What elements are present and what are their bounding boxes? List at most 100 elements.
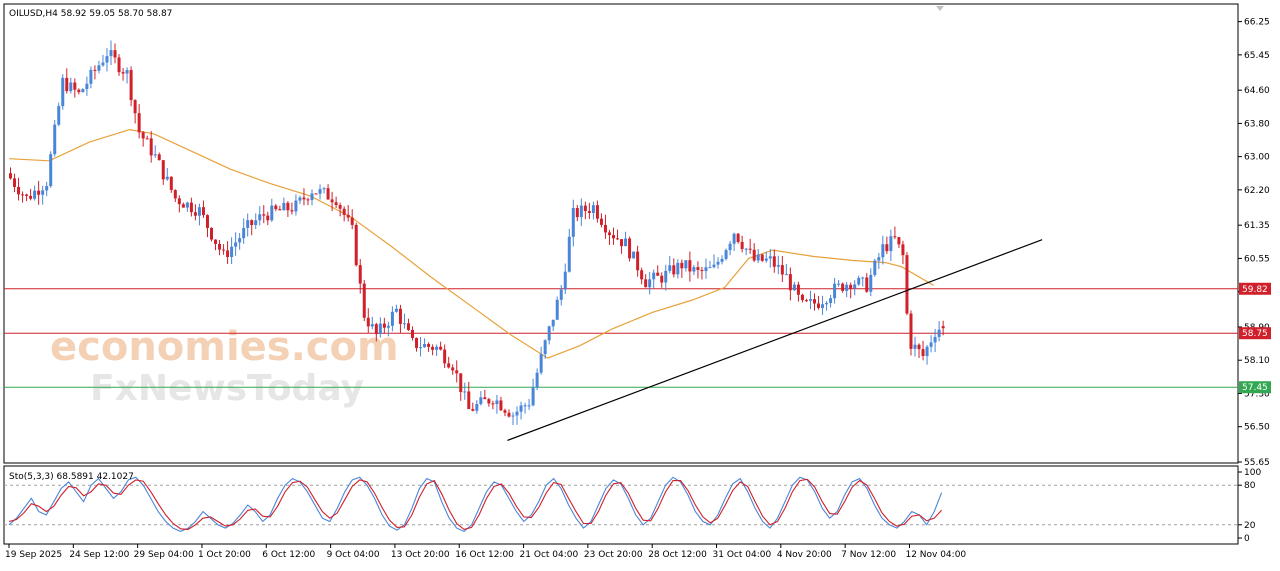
candle-body [567, 236, 571, 272]
time-tick-label: 16 Oct 12:00 [455, 550, 514, 560]
candle-body [185, 202, 189, 208]
candle-body [419, 347, 423, 349]
candle-body [258, 214, 262, 221]
stochastic-lines [8, 476, 943, 533]
candle-body [266, 215, 270, 221]
price-tick-label: 66.25 [1244, 18, 1270, 28]
candle-body [222, 249, 226, 251]
candle-body [865, 277, 869, 292]
candle-body [813, 299, 816, 304]
time-tick-label: 23 Oct 20:00 [584, 550, 643, 560]
candle-body [406, 323, 410, 330]
candle-body [483, 397, 487, 400]
time-tick-label: 4 Nov 20:00 [777, 550, 832, 560]
candle-body [527, 405, 531, 407]
candle-body [740, 241, 744, 249]
candle-body [302, 197, 306, 200]
price-panel[interactable]: economies.com FxNewsToday OILUSD,H4 58.9… [3, 3, 1239, 464]
candle-body [17, 186, 21, 195]
candle-body [511, 415, 515, 417]
level-tag [1239, 282, 1271, 295]
candle-body [917, 344, 921, 350]
stochastic-panel[interactable]: Sto(5,3,3) 68.5891 42.1027 [3, 465, 1239, 545]
candle-body [230, 246, 234, 258]
stochastic-axis: 100 80 20 0 [1238, 468, 1261, 544]
candle-body [535, 372, 539, 388]
candle-body [764, 258, 768, 261]
trendline[interactable] [507, 239, 1043, 441]
candle-body [583, 205, 587, 212]
candle-body [129, 70, 133, 101]
candle-body [728, 243, 732, 251]
candle-body [555, 299, 559, 320]
watermark-line-1: economies.com [50, 324, 399, 370]
candle-body [354, 224, 358, 266]
stochastic-title: Sto(5,3,3) 68.5891 42.1027 [9, 472, 134, 482]
candle-body [712, 264, 716, 268]
time-tick-label: 9 Oct 04:00 [327, 550, 380, 560]
candle-body [744, 248, 748, 250]
time-tick-label: 1 Oct 20:00 [198, 550, 251, 560]
stochastic-panel-frame [3, 465, 1239, 545]
candle-body [531, 387, 535, 406]
candle-body [45, 186, 49, 191]
candle-body [226, 250, 230, 258]
candle-body [173, 189, 177, 199]
candle-body [169, 176, 173, 190]
stochastic-tick-label: 20 [1244, 521, 1256, 531]
candle-body [607, 232, 611, 236]
candle-body [587, 211, 591, 213]
candle-body [656, 272, 660, 276]
triangle-down-icon[interactable] [936, 6, 944, 11]
candle-body [829, 298, 833, 304]
candle-body [218, 243, 222, 250]
time-tick-label: 21 Oct 04:00 [520, 550, 579, 560]
level-tag [1239, 381, 1271, 394]
candle-body [784, 274, 788, 276]
candle-body [427, 344, 431, 347]
candle-body [274, 205, 278, 210]
candle-body [69, 82, 73, 92]
candle-body [89, 69, 93, 84]
candle-body [817, 303, 821, 308]
candle-body [85, 83, 89, 90]
candle-body [925, 346, 929, 356]
candle-body [61, 77, 65, 107]
candle-body [298, 197, 302, 201]
candle-body [704, 267, 708, 272]
candle-body [507, 412, 511, 417]
stochastic-k-line [8, 476, 943, 533]
level-tag [1239, 327, 1271, 340]
candle-body [539, 354, 543, 373]
candle-body [362, 283, 366, 318]
candle-body [913, 344, 917, 349]
candle-body [543, 340, 547, 355]
candle-body [157, 154, 161, 161]
candle-body [479, 397, 483, 405]
candle-body [77, 89, 81, 93]
candle-body [672, 265, 676, 275]
candle-body [13, 178, 17, 187]
candle-body [664, 270, 668, 283]
price-tick-label: 63.00 [1244, 153, 1270, 163]
watermark-line-2: FxNewsToday [90, 368, 364, 409]
price-tick-label: 64.60 [1244, 86, 1270, 96]
candle-body [447, 363, 451, 368]
candle-body [869, 274, 873, 292]
candle-body [439, 346, 443, 350]
candle-body [696, 267, 700, 271]
candle-body [768, 256, 772, 259]
candle-body [909, 313, 913, 349]
candle-body [278, 209, 282, 211]
candle-body [9, 173, 12, 179]
candle-body [921, 349, 925, 356]
stochastic-tick-label: 100 [1244, 468, 1261, 478]
level-tag-label: 59.82 [1242, 285, 1268, 295]
candle-body [250, 220, 254, 226]
candle-body [411, 329, 414, 338]
candle-body [808, 299, 812, 301]
candle-body [214, 239, 218, 244]
candle-body [519, 405, 523, 412]
candle-body [310, 193, 314, 201]
